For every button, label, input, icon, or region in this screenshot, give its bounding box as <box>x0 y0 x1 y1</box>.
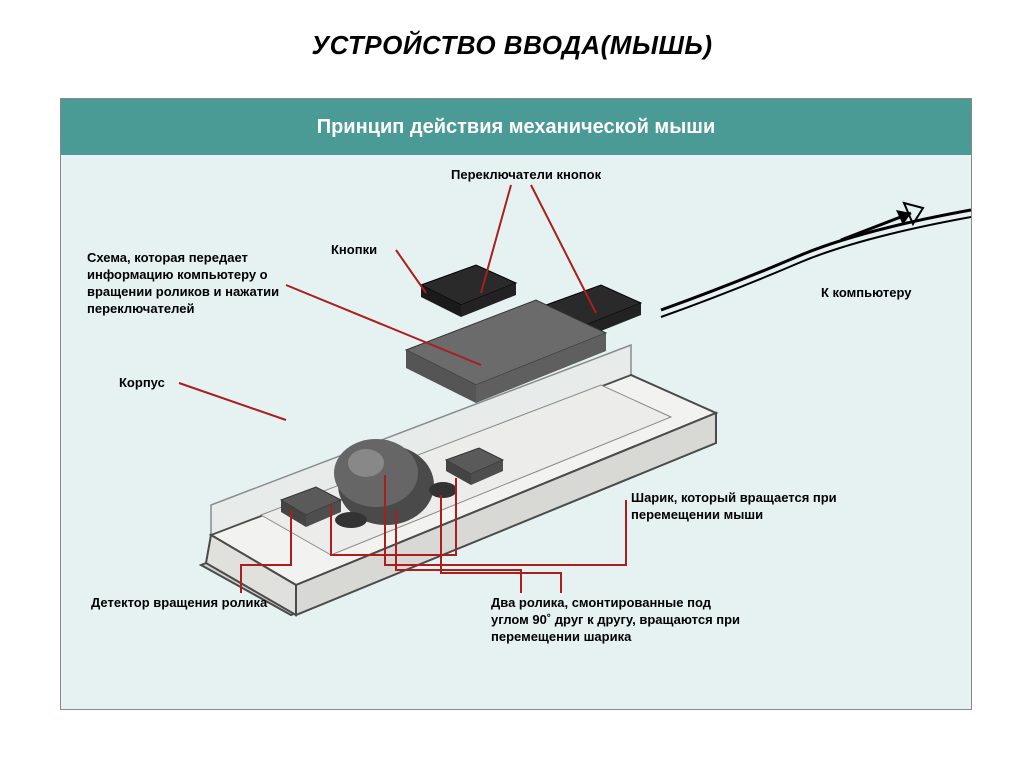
label-switches: Переключатели кнопок <box>451 167 651 184</box>
label-rollers: Два ролика, смонтированные под углом 90˚… <box>491 595 741 646</box>
diagram-header: Принцип действия механической мыши <box>61 99 971 155</box>
label-ball: Шарик, который вращается при перемещении… <box>631 490 861 524</box>
page-title: УСТРОЙСТВО ВВОДА(МЫШЬ) <box>0 0 1024 79</box>
label-to-computer: К компьютеру <box>821 285 951 302</box>
label-buttons: Кнопки <box>331 242 401 259</box>
label-circuit: Схема, которая передает информацию компь… <box>87 250 287 318</box>
diagram-header-title: Принцип действия механической мыши <box>317 116 716 139</box>
label-detector: Детектор вращения ролика <box>91 595 311 612</box>
label-case: Корпус <box>119 375 179 392</box>
diagram-body: Переключатели кнопок Кнопки Схема, котор… <box>61 155 971 709</box>
diagram-frame: Принцип действия механической мыши <box>60 98 972 710</box>
